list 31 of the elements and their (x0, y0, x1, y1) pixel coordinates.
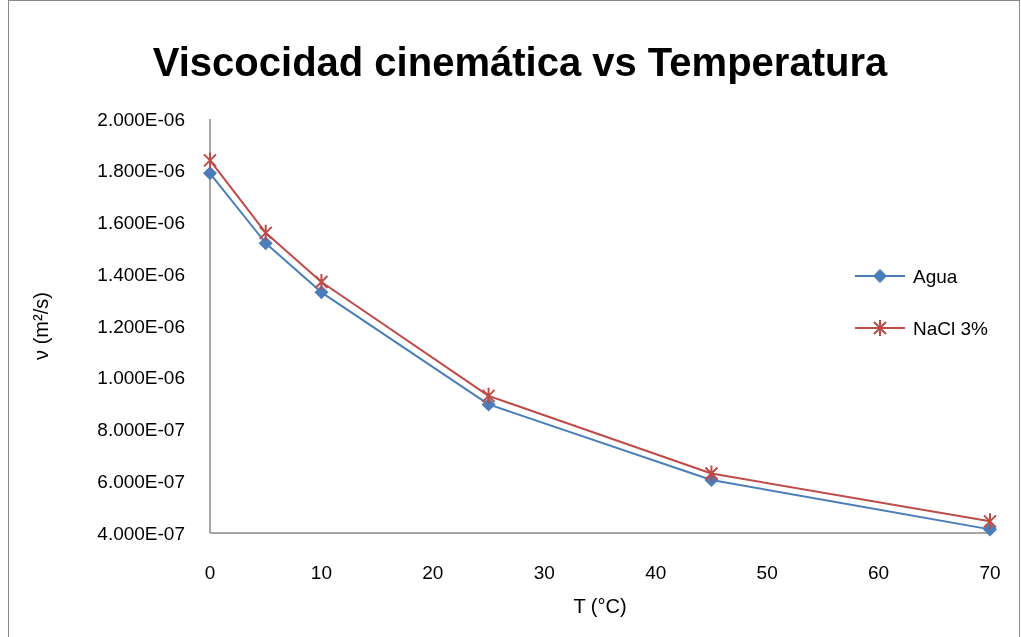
y-tick-label: 8.000E-07 (97, 419, 185, 441)
y-tick-label: 1.800E-06 (97, 160, 185, 182)
legend-label: Agua (913, 265, 958, 287)
x-tick-label: 40 (645, 561, 667, 583)
x-tick-label: 0 (204, 561, 216, 583)
chart-title: Viscocidad cinemática vs Temperatura (152, 40, 888, 84)
point (983, 512, 997, 531)
x-tick-label: 60 (868, 561, 890, 583)
y-tick-label: 1.200E-06 (97, 315, 185, 337)
point (481, 386, 496, 405)
x-tick-label: 70 (979, 561, 1001, 583)
y-tick-label: 6.000E-07 (97, 470, 185, 492)
y-tick-label: 1.400E-06 (97, 263, 185, 285)
point (203, 151, 217, 170)
x-axis-title: T (°C) (573, 595, 627, 617)
y-tick-label: 1.600E-06 (97, 212, 185, 234)
point (258, 236, 273, 251)
y-tick-label: 1.000E-06 (97, 367, 185, 389)
y-tick-label: 2.000E-06 (97, 108, 185, 130)
point (314, 273, 329, 292)
x-tick-label: 50 (756, 561, 778, 583)
point (704, 464, 719, 483)
point (314, 285, 329, 300)
y-axis-title: ν (m²/s) (30, 292, 52, 360)
point (203, 166, 217, 181)
legend-label: NaCl 3% (913, 317, 989, 339)
x-tick-label: 10 (310, 561, 332, 583)
y-tick-label: 4.000E-07 (97, 522, 185, 544)
x-tick-label: 30 (533, 561, 555, 583)
x-tick-label: 20 (422, 561, 444, 583)
point (258, 223, 273, 242)
